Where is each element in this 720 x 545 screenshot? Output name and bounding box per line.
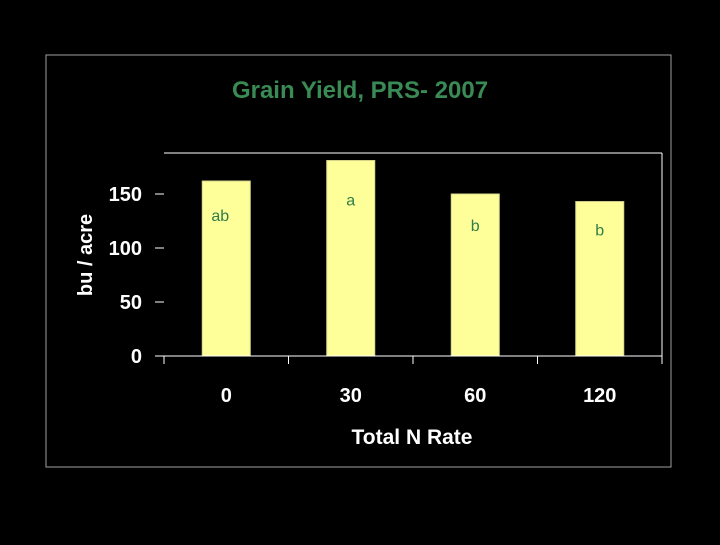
bar-annotation: b (595, 223, 604, 240)
x-axis-label: Total N Rate (352, 426, 473, 449)
bar-0 (201, 180, 251, 357)
bar-annotation: a (346, 193, 355, 210)
bar-annotation: b (471, 218, 480, 235)
x-axis-ticks: 0 30 60 120 (163, 356, 663, 407)
bar-annotation: ab (211, 208, 229, 225)
x-tick-label: 30 (340, 385, 362, 407)
x-tick-label: 120 (583, 385, 616, 407)
y-tick-label: 150 (109, 184, 142, 206)
y-tick-label: 0 (131, 346, 142, 368)
bar-60 (450, 193, 500, 357)
y-tick-label: 50 (120, 292, 142, 314)
chart-title: Grain Yield, PRS- 2007 (232, 77, 488, 104)
bar-30 (326, 160, 376, 357)
y-axis-ticks: 0 50 100 150 (109, 184, 164, 368)
y-tick-label: 100 (109, 238, 142, 260)
x-tick-label: 60 (464, 385, 486, 407)
chart-frame (45, 54, 672, 468)
x-tick-label: 0 (221, 385, 232, 407)
y-axis-label: bu / acre (75, 214, 97, 296)
